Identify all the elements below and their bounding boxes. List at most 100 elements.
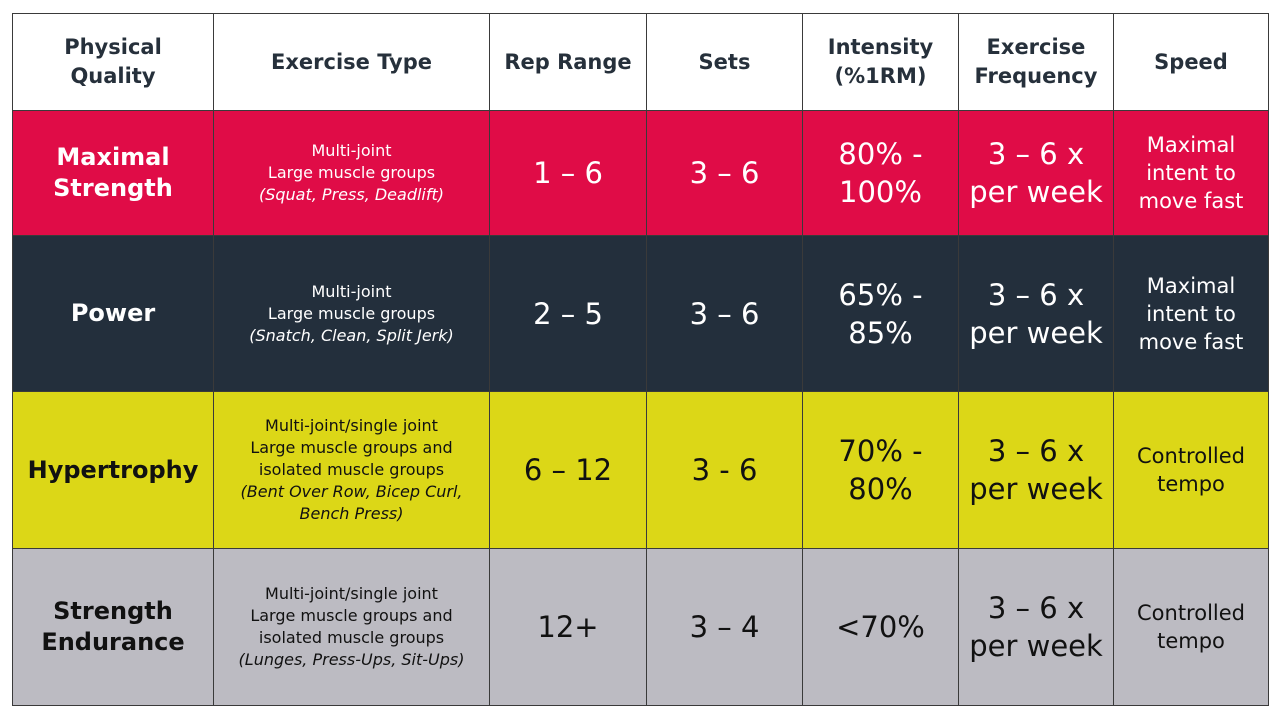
header-text: Physical — [64, 35, 162, 59]
frequency-cell-line: 3 – 6 x — [987, 591, 1085, 625]
speed-cell-line: tempo — [1157, 472, 1225, 496]
sets-cell: 3 – 6 — [646, 235, 803, 392]
sets-cell-text: 3 – 4 — [689, 610, 760, 644]
speed-cell: Maximal intent to move fast — [1113, 110, 1269, 236]
exercise-type-line: isolated muscle groups — [258, 460, 445, 479]
quality-cell-line: Power — [70, 299, 156, 327]
sets-cell-text: 3 – 6 — [689, 156, 760, 190]
frequency-cell: 3 – 6 x per week — [958, 235, 1114, 392]
exercise-type-cell: Multi-joint Large muscle groups (Snatch, C… — [213, 235, 490, 392]
sets-cell-text: 3 – 6 — [689, 296, 760, 331]
rep-range-cell-text: 6 – 12 — [523, 453, 613, 487]
exercise-type-cell: Multi-joint/single joint Large muscle gro… — [213, 391, 490, 549]
rep-range-cell: 2 – 5 — [489, 235, 647, 392]
frequency-cell-line: 3 – 6 x — [987, 434, 1085, 468]
speed-cell-line: Maximal — [1146, 133, 1236, 157]
intensity-cell: 65% -85% — [802, 235, 959, 392]
frequency-cell: 3 – 6 x per week — [958, 391, 1114, 549]
speed-cell-line: intent to — [1146, 301, 1236, 326]
intensity-cell-line: 85% — [848, 315, 913, 350]
header-physical-quality: Physical Quality — [12, 13, 214, 111]
intensity-cell: 80% - 100% — [802, 110, 959, 236]
training-guidelines-table: Physical Quality Exercise Type Rep Range … — [12, 13, 1269, 706]
header-text: Exercise — [986, 35, 1086, 59]
quality-cell: Hypertrophy — [12, 391, 214, 549]
intensity-cell: 70% - 80% — [802, 391, 959, 549]
intensity-cell-line: 80% - — [838, 137, 923, 171]
frequency-cell: 3 – 6 x per week — [958, 548, 1114, 706]
exercise-examples: (Snatch, Clean, Split Jerk) — [249, 325, 454, 345]
frequency-cell: 3 – 6 x per week — [958, 110, 1114, 236]
header-exercise-type: Exercise Type — [213, 13, 490, 111]
header-text: Frequency — [974, 64, 1098, 88]
header-rep-range: Rep Range — [489, 13, 647, 111]
speed-cell: Controlled tempo — [1113, 548, 1269, 706]
quality-cell: Power — [12, 235, 214, 392]
quality-cell-line: Endurance — [41, 628, 185, 656]
row-strength-endurance: Strength Endurance Multi-joint/single join… — [12, 548, 1269, 706]
sets-cell: 3 – 4 — [646, 548, 803, 706]
header-exercise-frequency: Exercise Frequency — [958, 13, 1114, 111]
header-text: Speed — [1154, 49, 1228, 74]
quality-cell: Maximal Strength — [12, 110, 214, 236]
exercise-type-line: Large muscle groups — [267, 303, 436, 323]
exercise-type-line: Large muscle groups and — [250, 606, 453, 625]
speed-cell-line: tempo — [1157, 629, 1225, 653]
row-hypertrophy: Hypertrophy Multi-joint/single joint Large… — [12, 391, 1269, 549]
rep-range-cell-text: 1 – 6 — [533, 156, 603, 190]
sets-cell-text: 3 - 6 — [691, 453, 758, 487]
header-text: Quality — [70, 64, 156, 88]
intensity-cell-line: 100% — [839, 175, 922, 209]
frequency-cell-line: 3 – 6 x — [987, 277, 1085, 312]
header-text: Rep Range — [504, 49, 632, 74]
header-row: Physical Quality Exercise Type Rep Range … — [12, 13, 1269, 111]
header-text: Exercise Type — [271, 49, 432, 74]
header-text: Sets — [698, 49, 751, 74]
rep-range-cell-text: 2 – 5 — [533, 296, 603, 331]
rep-range-cell-text: 12+ — [537, 610, 599, 644]
intensity-cell-line: 80% — [848, 472, 913, 506]
speed-cell-line: intent to — [1146, 161, 1236, 185]
header-intensity: Intensity (%1RM) — [802, 13, 959, 111]
speed-cell: Controlled tempo — [1113, 391, 1269, 549]
frequency-cell-line: 3 – 6 x — [987, 137, 1085, 171]
exercise-type-cell: Multi-joint Large muscle groups (Squat, Pr… — [213, 110, 490, 236]
quality-cell: Strength Endurance — [12, 548, 214, 706]
rep-range-cell: 6 – 12 — [489, 391, 647, 549]
exercise-type-line: Multi-joint/single joint — [265, 584, 438, 603]
training-table-wrapper: Physical Quality Exercise Type Rep Range … — [12, 13, 1269, 706]
header-text: Intensity — [827, 35, 934, 59]
intensity-cell-line: 70% - — [838, 434, 923, 468]
exercise-type-line: Large muscle groups and — [250, 438, 453, 457]
quality-cell-line: Maximal — [56, 143, 170, 171]
intensity-cell-line: 65% - — [838, 277, 923, 312]
row-power: Power Multi-joint Large muscle groups (Snat… — [12, 235, 1269, 392]
exercise-type-cell: Multi-joint/single joint Large muscle gro… — [213, 548, 490, 706]
exercise-examples: Bench Press) — [299, 504, 404, 523]
speed-cell-line: move fast — [1138, 189, 1244, 213]
header-sets: Sets — [646, 13, 803, 111]
quality-cell-line: Hypertrophy — [27, 455, 199, 484]
frequency-cell-line: per week — [969, 175, 1103, 209]
speed-cell-line: Controlled — [1137, 601, 1245, 625]
frequency-cell-line: per week — [969, 315, 1103, 350]
exercise-examples: (Bent Over Row, Bicep Curl, — [240, 482, 463, 501]
row-maximal-strength: Maximal Strength Multi-joint Large muscle g… — [12, 110, 1269, 236]
speed-cell-line: Controlled — [1137, 444, 1245, 468]
header-text: (%1RM) — [834, 64, 927, 88]
exercise-type-line: Multi-joint/single joint — [265, 416, 438, 435]
exercise-examples: (Lunges, Press-Ups, Sit-Ups) — [238, 650, 465, 669]
quality-cell-line: Strength — [53, 597, 173, 625]
exercise-type-line: Multi-joint — [311, 141, 392, 160]
exercise-type-line: Large muscle groups — [267, 163, 436, 182]
quality-cell-line: Strength — [53, 174, 173, 202]
speed-cell-line: Maximal — [1146, 273, 1236, 298]
speed-cell-line: move fast — [1138, 329, 1244, 354]
rep-range-cell: 12+ — [489, 548, 647, 706]
exercise-examples: (Squat, Press, Deadlift) — [258, 185, 445, 204]
header-speed: Speed — [1113, 13, 1269, 111]
frequency-cell-line: per week — [969, 629, 1103, 663]
sets-cell: 3 - 6 — [646, 391, 803, 549]
intensity-cell-line: <70% — [836, 610, 925, 644]
rep-range-cell: 1 – 6 — [489, 110, 647, 236]
